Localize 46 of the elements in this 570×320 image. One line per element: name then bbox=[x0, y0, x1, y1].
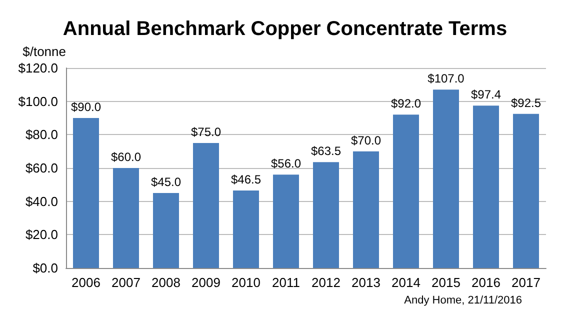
bar bbox=[193, 143, 219, 268]
data-label: $90.0 bbox=[70, 100, 102, 114]
data-label: $63.5 bbox=[310, 144, 342, 158]
y-tick-label: $40.0 bbox=[25, 194, 58, 209]
y-tick-label: $20.0 bbox=[25, 227, 58, 242]
x-tick-label: 2014 bbox=[392, 275, 420, 290]
x-tick-label: 2007 bbox=[112, 275, 140, 290]
bar bbox=[153, 193, 179, 268]
data-label: $56.0 bbox=[270, 156, 302, 171]
data-label: $107.0 bbox=[428, 72, 465, 86]
bar bbox=[433, 90, 459, 268]
bar bbox=[233, 190, 259, 268]
y-tick-label: $60.0 bbox=[25, 160, 58, 176]
data-label: $70.0 bbox=[350, 133, 382, 148]
x-tick-label: 2017 bbox=[512, 275, 540, 290]
x-tick-label: 2010 bbox=[232, 275, 260, 290]
data-label: $92.0 bbox=[390, 96, 422, 111]
data-label: $75.0 bbox=[190, 125, 222, 139]
x-tick-label: 2013 bbox=[352, 275, 380, 290]
bar bbox=[313, 162, 339, 268]
y-tick-label: $100.0 bbox=[18, 94, 58, 109]
data-label: $97.4 bbox=[470, 88, 502, 102]
data-label: $46.5 bbox=[230, 172, 262, 186]
bar bbox=[393, 114, 419, 268]
bar bbox=[113, 168, 139, 268]
x-tick-label: 2008 bbox=[152, 275, 180, 290]
x-tick-label: 2006 bbox=[72, 275, 100, 290]
bar bbox=[473, 106, 499, 268]
y-tick-label: $0.0 bbox=[32, 260, 58, 276]
y-tick-label: $120.0 bbox=[18, 60, 58, 76]
bar bbox=[273, 174, 299, 268]
x-tick-label: 2011 bbox=[272, 275, 300, 290]
bar bbox=[353, 151, 379, 268]
chart-title: Annual Benchmark Copper Concentrate Terms bbox=[62, 18, 508, 40]
bar bbox=[513, 114, 539, 268]
y-axis-title: $/tonne bbox=[22, 44, 66, 59]
bar bbox=[73, 118, 99, 268]
x-tick-label: 2015 bbox=[432, 275, 460, 290]
x-tick-label: 2016 bbox=[472, 275, 500, 290]
data-label: $60.0 bbox=[110, 150, 142, 164]
y-tick-label: $80.0 bbox=[25, 127, 58, 142]
x-tick-label: 2012 bbox=[312, 275, 340, 290]
data-label: $92.5 bbox=[510, 96, 542, 110]
x-tick-label: 2009 bbox=[192, 275, 220, 290]
data-label: $45.0 bbox=[150, 175, 182, 189]
text: Andy Home, 21/11/2016 bbox=[404, 294, 522, 306]
